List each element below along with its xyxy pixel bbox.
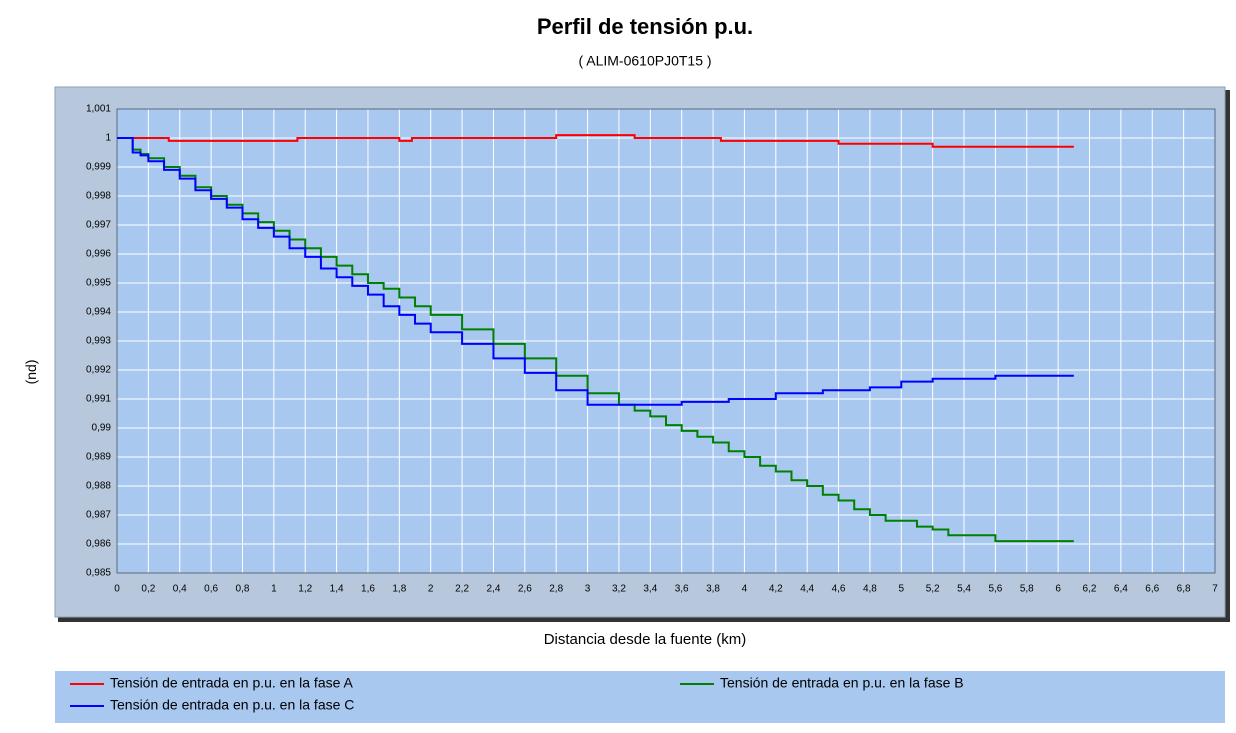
legend-label: Tensión de entrada en p.u. en la fase A (110, 675, 354, 691)
plot-border (116, 108, 1216, 574)
x-tick-label: 0,4 (173, 584, 187, 595)
y-tick-label: 1,001 (86, 104, 111, 115)
y-tick-label: 1 (105, 133, 111, 144)
x-tick-label: 6,4 (1114, 584, 1128, 595)
x-tick-label: 5 (899, 584, 905, 595)
x-tick-label: 1 (271, 584, 277, 595)
x-axis-label: Distancia desde la fuente (km) (544, 631, 747, 648)
x-tick-label: 4 (742, 584, 748, 595)
x-tick-label: 0,6 (204, 584, 218, 595)
x-tick-label: 2,2 (455, 584, 469, 595)
x-tick-label: 5,4 (957, 584, 971, 595)
y-tick-label: 0,989 (86, 452, 111, 463)
x-tick-label: 1,8 (392, 584, 406, 595)
y-tick-label: 0,987 (86, 510, 111, 521)
series-line (117, 137, 1074, 406)
x-tick-label: 1,4 (330, 584, 344, 595)
x-tick-label: 0,8 (236, 584, 250, 595)
legend-box (55, 671, 1225, 723)
y-axis-label: (pu) (25, 360, 41, 385)
y-tick-label: 0,991 (86, 394, 111, 405)
series-line (117, 134, 1074, 148)
series-line (117, 137, 1074, 543)
x-tick-label: 3,4 (643, 584, 657, 595)
y-tick-label: 0,992 (86, 365, 111, 376)
x-tick-label: 2,4 (487, 584, 501, 595)
x-tick-label: 2,6 (518, 584, 532, 595)
x-tick-label: 2 (428, 584, 434, 595)
x-tick-label: 3,2 (612, 584, 626, 595)
y-tick-label: 0,998 (86, 191, 111, 202)
x-tick-label: 5,6 (988, 584, 1002, 595)
y-tick-label: 0,985 (86, 568, 111, 579)
y-tick-label: 0,988 (86, 481, 111, 492)
x-tick-label: 6 (1055, 584, 1061, 595)
x-tick-label: 4,4 (800, 584, 814, 595)
y-tick-label: 0,99 (92, 423, 112, 434)
x-tick-label: 3 (585, 584, 591, 595)
x-tick-label: 6,2 (1083, 584, 1097, 595)
x-tick-label: 1,6 (361, 584, 375, 595)
x-tick-label: 4,8 (863, 584, 877, 595)
y-tick-label: 0,999 (86, 162, 111, 173)
x-tick-label: 3,6 (675, 584, 689, 595)
x-tick-label: 7 (1212, 584, 1218, 595)
x-tick-label: 4,6 (832, 584, 846, 595)
y-tick-label: 0,997 (86, 220, 111, 231)
x-tick-label: 0 (114, 584, 120, 595)
x-tick-label: 3,8 (706, 584, 720, 595)
x-tick-label: 6,6 (1145, 584, 1159, 595)
legend-label: Tensión de entrada en p.u. en la fase C (110, 697, 354, 713)
legend-label: Tensión de entrada en p.u. en la fase B (720, 675, 964, 691)
x-tick-label: 5,8 (1020, 584, 1034, 595)
y-tick-label: 0,994 (86, 307, 111, 318)
x-tick-label: 0,2 (141, 584, 155, 595)
chart-title: Perfil de tensión p.u. (537, 14, 753, 39)
y-tick-label: 0,995 (86, 278, 111, 289)
y-tick-label: 0,986 (86, 539, 111, 550)
x-tick-label: 5,2 (926, 584, 940, 595)
x-tick-label: 2,8 (549, 584, 563, 595)
chart-subtitle: ( ALIM-0610PJ0T15 ) (578, 53, 711, 69)
x-tick-label: 6,8 (1177, 584, 1191, 595)
x-tick-label: 1,2 (298, 584, 312, 595)
y-tick-label: 0,993 (86, 336, 111, 347)
y-tick-label: 0,996 (86, 249, 111, 260)
x-tick-label: 4,2 (769, 584, 783, 595)
